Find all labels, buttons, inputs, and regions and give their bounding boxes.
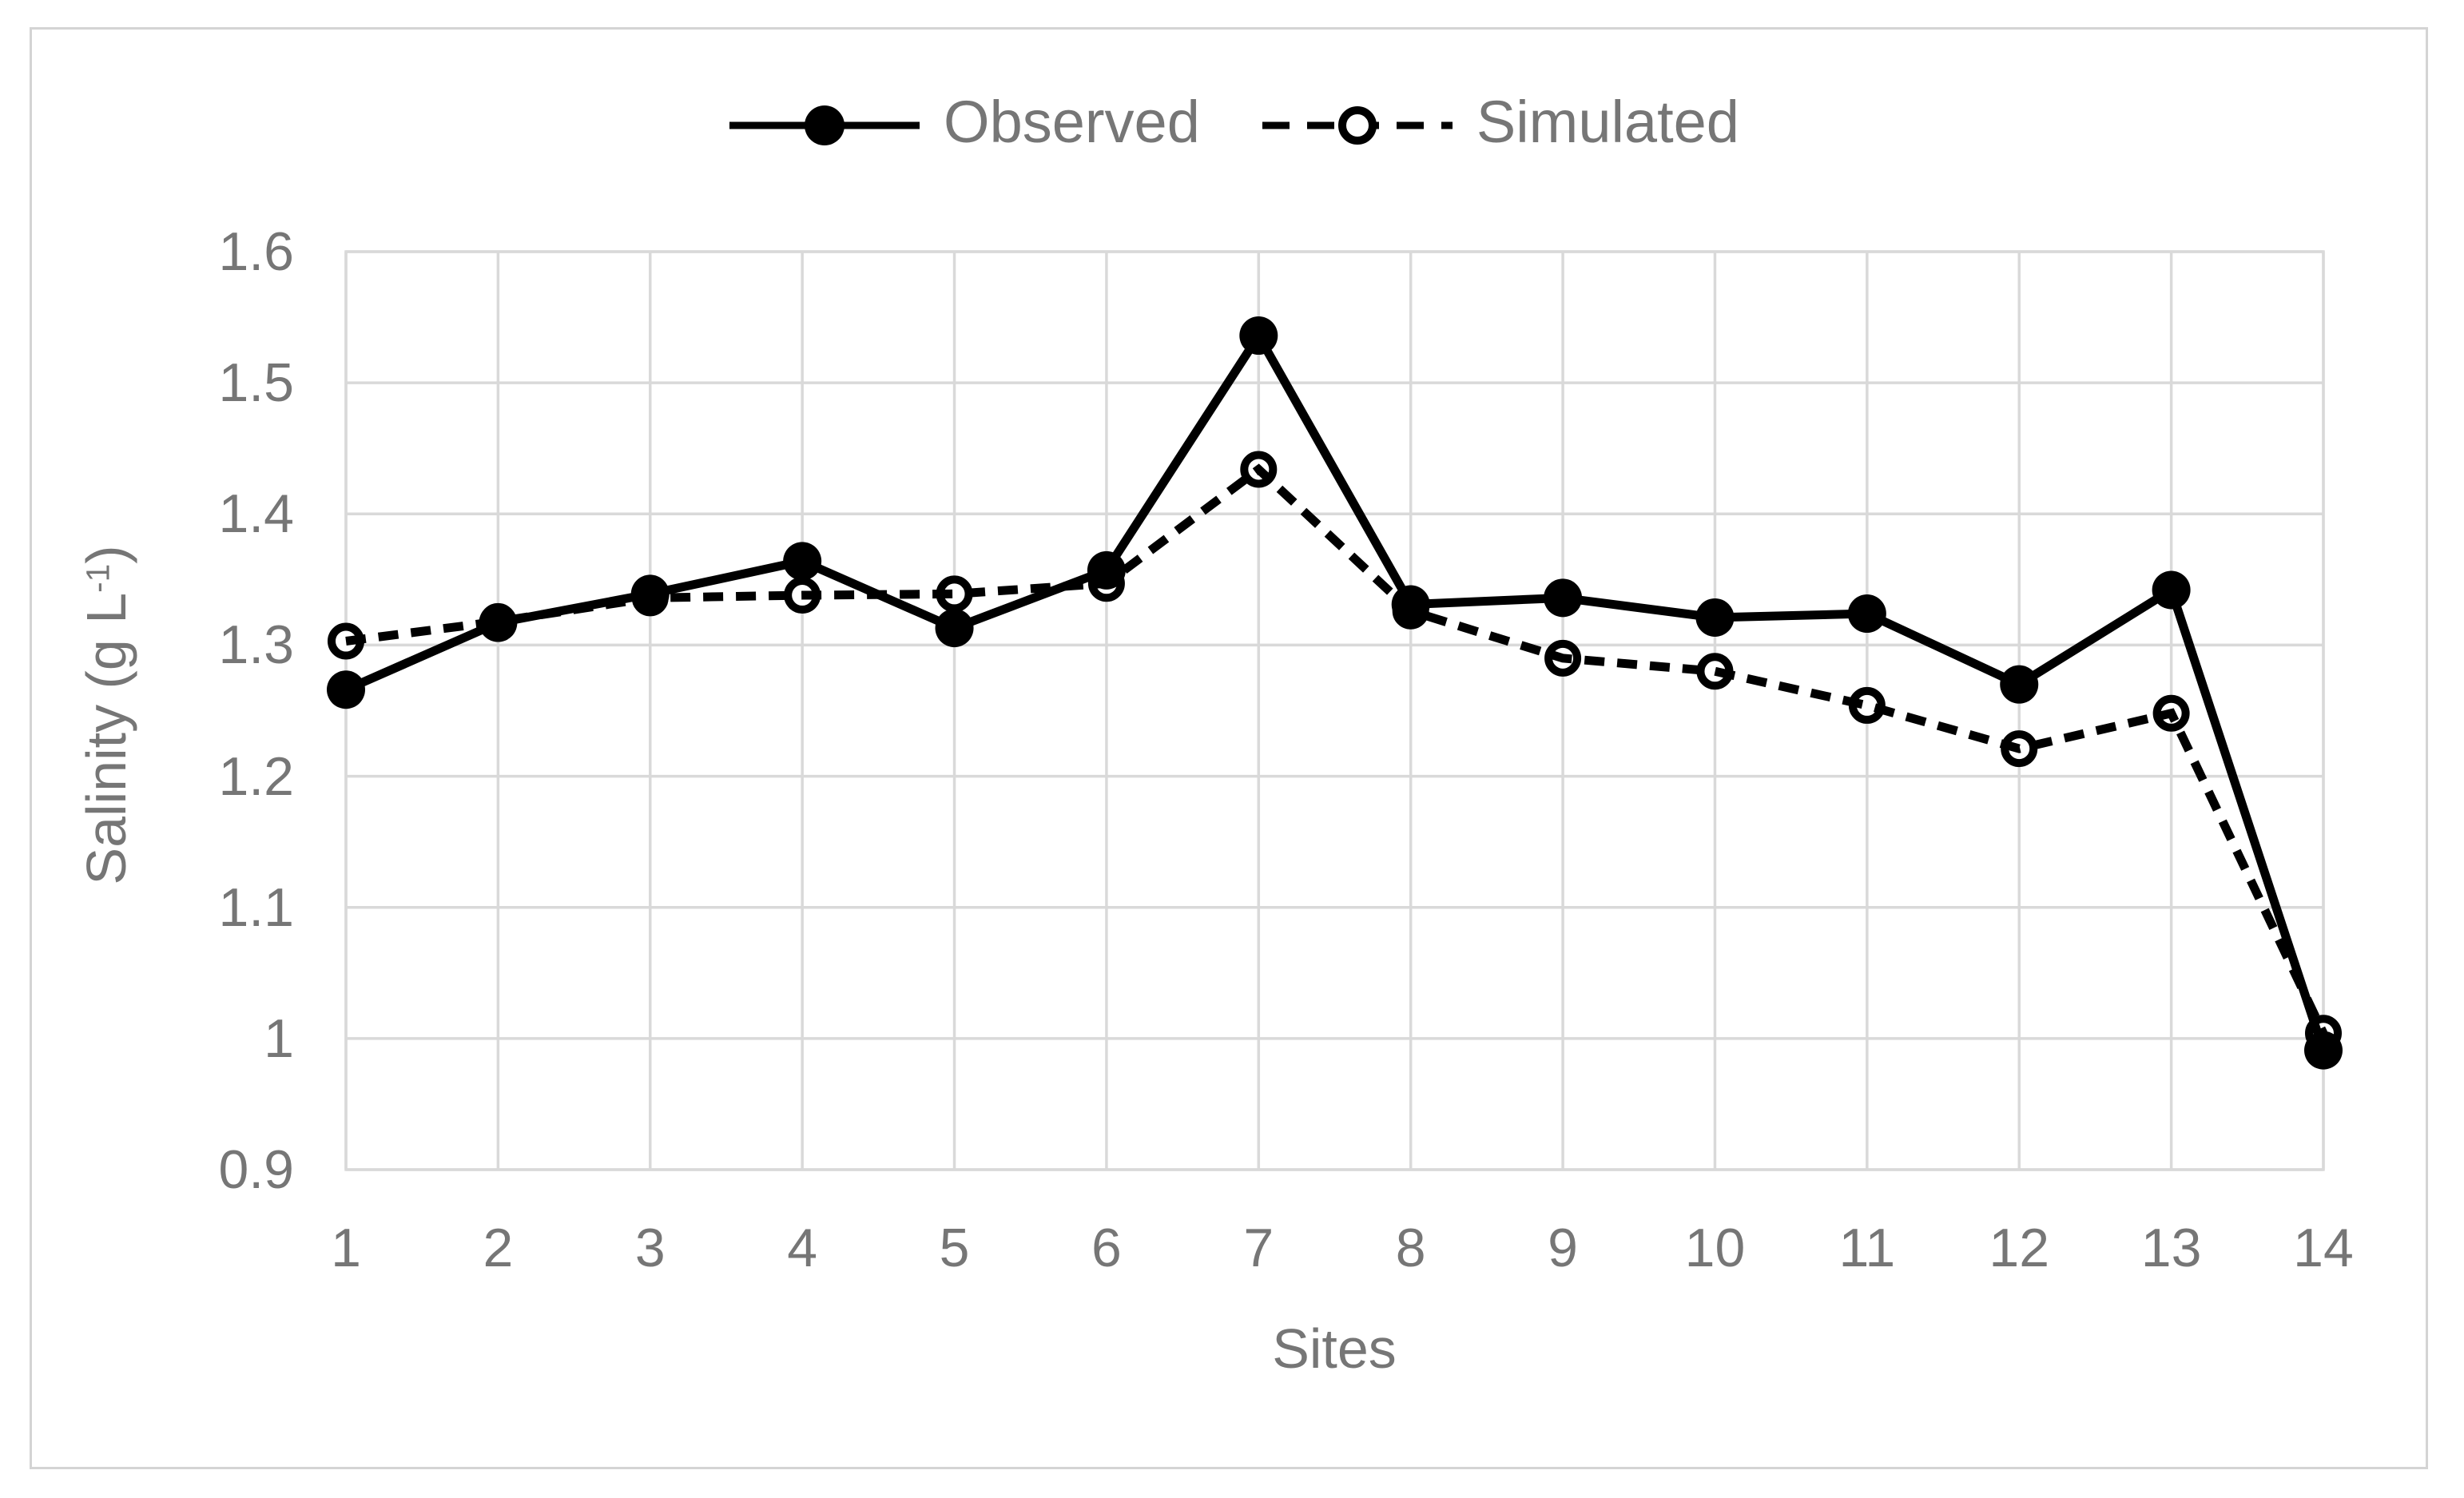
series-simulated — [328, 451, 2342, 1052]
y-axis-title: Salinity (g L-1) — [74, 545, 138, 884]
observed-point-marker — [1239, 316, 1278, 356]
x-tick-label: 10 — [1684, 1218, 1746, 1278]
y-tick-label: 1 — [264, 1007, 294, 1069]
x-tick-label: 5 — [939, 1218, 970, 1278]
x-tick-label: 7 — [1243, 1218, 1274, 1278]
observed-point-marker — [630, 574, 670, 614]
observed-point-marker — [2000, 665, 2039, 704]
x-tick-label: 2 — [483, 1218, 514, 1278]
x-tick-label: 6 — [1091, 1218, 1122, 1278]
observed-line-swatch-icon — [729, 105, 920, 145]
series-observed — [327, 316, 2343, 1070]
y-tick-label: 1.4 — [218, 483, 294, 545]
observed-point-marker — [1544, 578, 1583, 618]
y-tick-label: 0.9 — [218, 1139, 294, 1200]
simulated-line-swatch-icon — [1262, 106, 1453, 145]
observed-point-marker — [479, 603, 518, 642]
legend-label-simulated: Simulated — [1476, 89, 1739, 155]
legend-item-simulated: Simulated — [1258, 93, 1739, 158]
x-tick-label: 4 — [787, 1218, 818, 1278]
observed-point-marker — [1087, 550, 1126, 590]
observed-point-marker — [2304, 1031, 2343, 1070]
simulated-line — [345, 463, 2327, 1035]
observed-point-marker — [327, 670, 365, 709]
observed-line — [344, 327, 2328, 1052]
y-axis-title-superscript: -1 — [79, 563, 117, 593]
observed-point-marker — [783, 542, 822, 581]
x-tick-label: 13 — [2140, 1218, 2202, 1278]
plot-border — [344, 250, 2325, 1171]
observed-point-marker — [1847, 594, 1886, 634]
x-tick-label: 9 — [1548, 1218, 1578, 1278]
observed-point-marker — [1695, 598, 1735, 637]
y-tick-label: 1.6 — [218, 221, 294, 282]
legend-item-observed: Observed — [725, 93, 1200, 158]
observed-point-marker — [1391, 585, 1430, 624]
x-tick-label: 3 — [634, 1218, 666, 1278]
gridlines — [344, 250, 2325, 1171]
legend: Observed Simulated — [0, 93, 2464, 158]
legend-label-observed: Observed — [944, 89, 1200, 155]
x-axis-title: Sites — [1272, 1317, 1397, 1380]
y-tick-label: 1.1 — [218, 876, 294, 938]
x-tick-label: 11 — [1838, 1218, 1896, 1278]
y-tick-label: 1.3 — [218, 614, 294, 676]
x-tick-label: 8 — [1395, 1218, 1426, 1278]
x-tick-label: 14 — [2293, 1218, 2354, 1278]
x-tick-label: 1 — [331, 1218, 361, 1278]
observed-point-marker — [2152, 570, 2191, 610]
y-tick-label: 1.2 — [218, 745, 294, 807]
observed-point-marker — [935, 609, 974, 648]
y-tick-label: 1.5 — [218, 352, 294, 414]
y-axis-title-suffix: ) — [75, 545, 137, 564]
y-axis-title-text: Salinity (g L — [75, 592, 137, 885]
x-tick-label: 12 — [1989, 1218, 2050, 1278]
